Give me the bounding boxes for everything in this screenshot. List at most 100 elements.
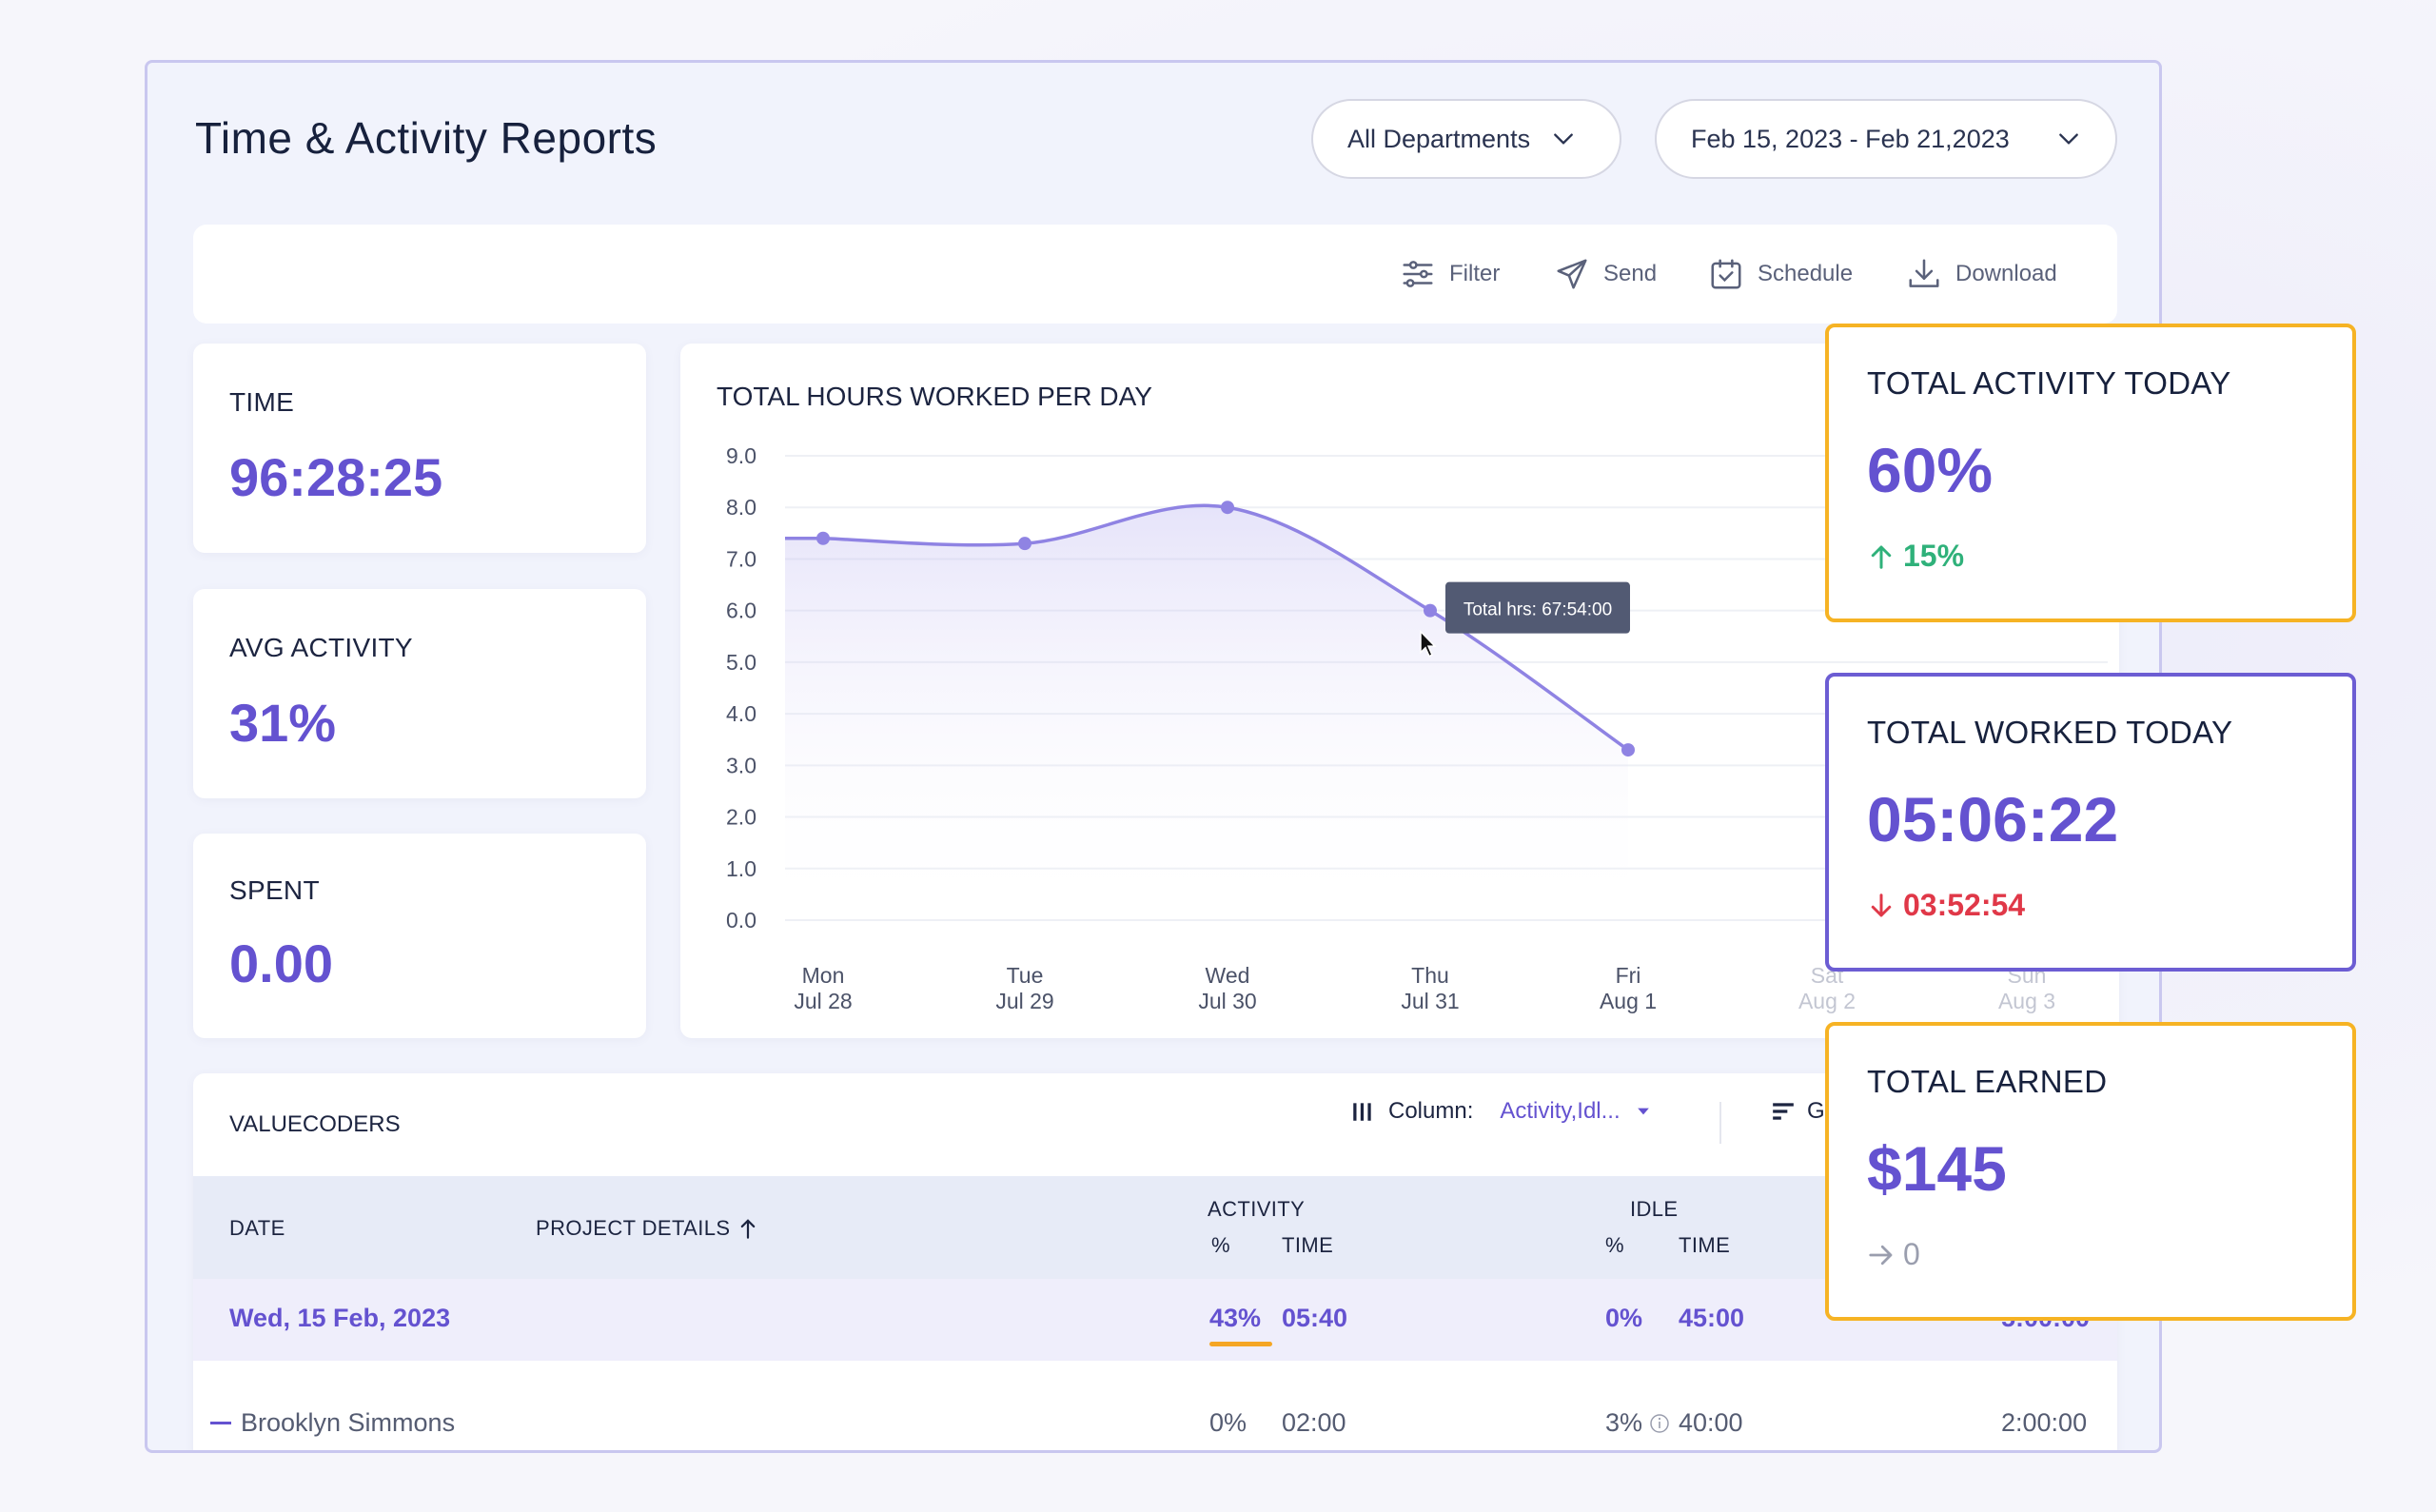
send-button[interactable]: Send <box>1554 225 1657 324</box>
column-label: Column: <box>1388 1098 1474 1124</box>
kpi-delta-value: 03:52:54 <box>1903 888 2026 922</box>
group-label: G <box>1807 1098 1825 1124</box>
arrow-right-icon <box>1869 1245 1893 1265</box>
stat-value: 0.00 <box>229 933 333 993</box>
group-selector[interactable]: G <box>1769 1098 1825 1125</box>
info-icon[interactable] <box>1648 1412 1671 1435</box>
tooltip-box <box>1445 581 1630 634</box>
kpi-value: 60% <box>1867 435 1994 505</box>
kpi-delta: 15% <box>1867 539 1964 574</box>
header-activity: ACTIVITY <box>1208 1197 1306 1221</box>
x-tick-date: Jul 28 <box>794 989 852 1013</box>
header-activity-pct: % <box>1211 1233 1230 1257</box>
y-tick-label: 1.0 <box>726 856 756 881</box>
schedule-button[interactable]: Schedule <box>1708 225 1853 324</box>
header-activity-time: TIME <box>1282 1233 1334 1257</box>
y-tick-label: 0.0 <box>726 908 756 933</box>
row-total: 2:00:00 <box>2001 1408 2088 1437</box>
kpi-delta: 0 <box>1867 1237 1920 1272</box>
header-project-details[interactable]: PROJECT DETAILS <box>536 1216 756 1241</box>
header-project-label: PROJECT DETAILS <box>536 1216 731 1240</box>
x-tick-day: Fri <box>1616 963 1641 988</box>
header-idle-time: TIME <box>1679 1233 1731 1257</box>
x-tick-day: Thu <box>1411 963 1449 988</box>
row-member: Brooklyn Simmons <box>210 1408 455 1438</box>
stat-card-time: TIME 96:28:25 <box>193 344 646 553</box>
table-row[interactable]: Brooklyn Simmons 0% 02:00 3% 40:00 2:00:… <box>193 1361 2117 1450</box>
filter-button[interactable]: Filter <box>1400 225 1500 324</box>
table-row[interactable]: Wed, 15 Feb, 2023 43% 05:40 0% 45:00 5:0… <box>193 1279 2117 1361</box>
divider <box>1719 1102 1721 1144</box>
arrow-up-icon <box>1871 545 1892 569</box>
date-range-label: Feb 15, 2023 - Feb 21,2023 <box>1691 124 2010 153</box>
member-dash <box>210 1422 231 1424</box>
schedule-label: Schedule <box>1758 261 1854 286</box>
header-date[interactable]: DATE <box>229 1216 285 1240</box>
row-activity-pct: 0% <box>1209 1408 1247 1437</box>
kpi-card-earned: TOTAL EARNED $145 0 <box>1825 1022 2356 1321</box>
send-label: Send <box>1603 261 1658 286</box>
group-lines-icon <box>1773 1103 1794 1120</box>
y-tick-label: 2.0 <box>726 805 756 830</box>
stat-value: 31% <box>229 693 337 753</box>
report-table: VALUECODERS Column: Activity,Idl... G DA… <box>193 1073 2117 1450</box>
chevron-down-icon <box>1554 133 1573 145</box>
column-selector[interactable]: Column: Activity,Idl... <box>1350 1098 1653 1125</box>
row-idle-pct: 0% <box>1605 1304 1643 1332</box>
paper-plane-icon <box>1557 259 1587 289</box>
kpi-label: TOTAL EARNED <box>1867 1064 2108 1099</box>
download-button[interactable]: Download <box>1906 225 2057 324</box>
filter-label: Filter <box>1449 261 1501 286</box>
chevron-down-icon <box>2059 133 2078 145</box>
area-fill <box>785 505 1628 920</box>
y-tick-label: 9.0 <box>726 443 756 468</box>
caret-down-icon <box>1637 1108 1649 1115</box>
mouse-cursor-icon <box>1420 629 1437 658</box>
tooltip-text: Total hrs: 67:54:00 <box>1464 600 1612 620</box>
column-value: Activity,Idl... <box>1500 1098 1621 1124</box>
x-tick-date: Jul 29 <box>995 989 1053 1013</box>
stat-value: 96:28:25 <box>229 447 443 507</box>
sliders-icon <box>1403 261 1433 287</box>
x-tick-date: Aug 3 <box>1998 989 2055 1013</box>
download-label: Download <box>1955 261 2057 286</box>
y-tick-label: 7.0 <box>726 546 756 571</box>
kpi-card-worked: TOTAL WORKED TODAY 05:06:22 03:52:54 <box>1825 673 2356 972</box>
sort-up-icon <box>741 1219 756 1239</box>
stat-card-spent: SPENT 0.00 <box>193 834 646 1038</box>
stat-label: SPENT <box>229 875 320 905</box>
data-point <box>816 531 830 545</box>
row-idle-time: 45:00 <box>1679 1304 1745 1332</box>
download-icon <box>1909 259 1939 287</box>
kpi-delta-value: 0 <box>1903 1237 1920 1271</box>
x-tick-date: Aug 1 <box>1600 989 1657 1013</box>
page-title: Time & Activity Reports <box>195 113 658 163</box>
calendar-icon <box>1711 259 1741 289</box>
stat-card-avg-activity: AVG ACTIVITY 31% <box>193 589 646 798</box>
row-activity-time: 02:00 <box>1282 1408 1346 1437</box>
row-date: Wed, 15 Feb, 2023 <box>229 1304 451 1332</box>
y-tick-label: 5.0 <box>726 650 756 675</box>
department-dropdown[interactable]: All Departments <box>1311 99 1621 179</box>
header-idle: IDLE <box>1630 1197 1679 1221</box>
date-range-dropdown[interactable]: Feb 15, 2023 - Feb 21,2023 <box>1655 99 2117 179</box>
data-point <box>1018 537 1031 551</box>
y-tick-label: 8.0 <box>726 495 756 520</box>
stat-label: TIME <box>229 387 295 417</box>
x-tick-day: Tue <box>1007 963 1044 988</box>
x-tick-date: Aug 2 <box>1798 989 1856 1013</box>
data-point <box>1221 501 1234 515</box>
y-tick-label: 6.0 <box>726 599 756 623</box>
stat-label: AVG ACTIVITY <box>229 633 413 662</box>
y-tick-label: 4.0 <box>726 701 756 726</box>
kpi-value: $145 <box>1867 1133 2007 1204</box>
company-name: VALUECODERS <box>229 1111 401 1137</box>
kpi-value: 05:06:22 <box>1867 784 2119 854</box>
data-point <box>1621 743 1635 757</box>
chart-title: TOTAL HOURS WORKED PER DAY <box>717 382 1152 411</box>
columns-icon <box>1353 1103 1371 1121</box>
table-header: DATE PROJECT DETAILS ACTIVITY % TIME IDL… <box>193 1176 2117 1279</box>
arrow-down-icon <box>1871 893 1892 916</box>
kpi-delta: 03:52:54 <box>1867 888 2025 923</box>
